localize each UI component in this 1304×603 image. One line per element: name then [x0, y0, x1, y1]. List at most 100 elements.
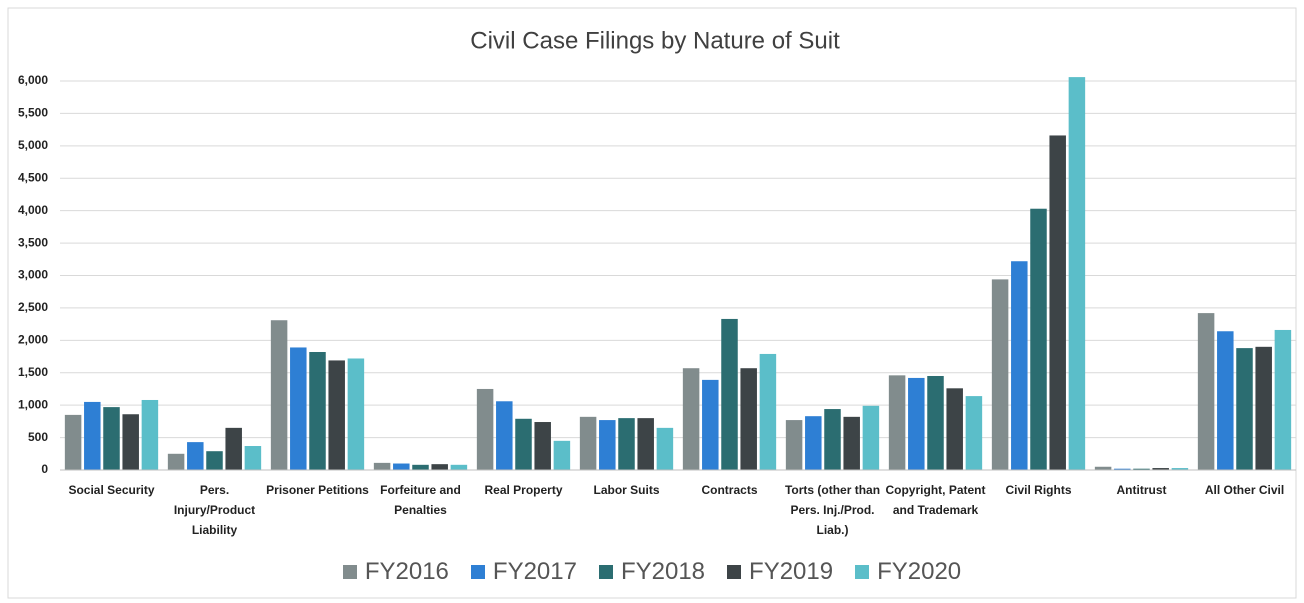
bar: [1217, 331, 1234, 470]
bar: [1094, 466, 1112, 470]
bar: [1197, 313, 1215, 470]
bar: [328, 360, 345, 470]
bar: [122, 414, 139, 470]
bar: [103, 407, 120, 470]
bar: [721, 318, 738, 470]
bar: [1274, 329, 1292, 470]
y-tick-label: 1,500: [18, 365, 48, 379]
bar: [309, 352, 326, 470]
bar: [908, 377, 925, 470]
bar: [702, 379, 719, 470]
bar: [740, 368, 757, 470]
legend-item: FY2020: [855, 558, 961, 586]
bar: [843, 416, 860, 470]
bar: [1152, 468, 1169, 470]
bar: [431, 464, 448, 470]
chart-frame: [7, 7, 1297, 599]
bar: [888, 375, 906, 470]
x-tick-label: Contracts: [701, 483, 758, 497]
bar: [64, 414, 82, 470]
bar: [1068, 77, 1086, 471]
bar: [599, 420, 616, 470]
legend-item: FY2018: [598, 558, 705, 586]
chart-title: Civil Case Filings by Nature of Suit: [470, 27, 840, 54]
bar: [496, 401, 513, 470]
x-tick-label: All Other Civil: [1204, 483, 1285, 497]
bar: [579, 416, 597, 470]
bar: [244, 446, 262, 470]
x-tick-label: Forfeiture and Penalties: [380, 483, 461, 517]
legend-label: FY2020: [877, 558, 962, 585]
bar: [515, 418, 532, 470]
bar: [141, 399, 159, 470]
y-tick-label: 6,000: [18, 73, 48, 87]
bar: [206, 451, 223, 470]
bar: [1030, 208, 1047, 470]
bar: [759, 353, 777, 470]
bar: [393, 463, 410, 470]
bar: [862, 405, 880, 470]
y-tick-label: 5,500: [18, 106, 48, 120]
y-tick-label: 3,500: [18, 235, 48, 249]
bar: [785, 420, 803, 470]
legend-label: FY2017: [492, 558, 577, 585]
y-tick-label: 5,000: [18, 138, 48, 152]
y-tick-label: 2,500: [18, 300, 48, 314]
x-tick-label: Copyright, Patent and Trademark: [885, 483, 986, 517]
y-tick-label: 4,000: [18, 203, 48, 217]
bar: [824, 409, 841, 470]
x-tick-label: Antitrust: [1116, 483, 1167, 497]
x-tick-label: Real Property: [484, 483, 563, 497]
legend-swatch: [470, 565, 485, 579]
y-tick-label: 500: [28, 430, 48, 444]
bar: [534, 422, 551, 470]
bar: [450, 464, 468, 470]
bar: [270, 320, 288, 470]
bar: [373, 462, 391, 470]
bar: [1049, 135, 1066, 470]
bar: [347, 358, 365, 470]
bar: [1236, 348, 1253, 470]
bar: [1114, 468, 1131, 470]
bar: [637, 418, 654, 470]
legend-swatch: [342, 565, 357, 579]
bar: [927, 375, 944, 470]
bar: [187, 442, 204, 470]
bar: [1171, 468, 1189, 470]
legend-swatch: [727, 565, 742, 579]
legend-item: FY2017: [470, 558, 577, 586]
legend: FY2016 FY2017 FY2018 FY2019 FY2020: [0, 558, 1304, 586]
legend-item: FY2019: [727, 558, 833, 586]
bar: [553, 440, 571, 470]
y-tick-label: 2,000: [18, 333, 48, 347]
bar: [225, 427, 242, 470]
bar: [1133, 468, 1150, 470]
legend-swatch: [855, 565, 870, 579]
legend-label: FY2016: [364, 558, 449, 585]
x-tick-label: Social Security: [68, 483, 155, 497]
legend-label: FY2019: [749, 558, 834, 585]
legend-item: FY2016: [342, 558, 449, 586]
x-tick-label: Torts (other than Pers. Inj./Prod. Liab.…: [784, 483, 881, 537]
x-tick-label: Pers. Injury/Product Liability: [173, 483, 256, 537]
y-tick-label: 3,000: [18, 268, 48, 282]
x-tick-label: Labor Suits: [593, 483, 660, 497]
bar: [946, 388, 963, 470]
x-tick-label: Prisoner Petitions: [266, 483, 369, 497]
bar: [476, 388, 494, 470]
y-tick-label: 1,000: [18, 397, 48, 411]
bar: [167, 453, 185, 470]
bar: [965, 396, 983, 470]
y-tick-label: 0: [41, 462, 48, 476]
bar: [991, 279, 1009, 470]
bar: [84, 401, 101, 470]
bar: [1255, 346, 1272, 470]
x-tick-label: Civil Rights: [1005, 483, 1072, 497]
legend-swatch: [598, 565, 613, 579]
bar: [656, 427, 674, 470]
bar: [618, 418, 635, 470]
bar: [1011, 261, 1028, 470]
bar: [805, 416, 822, 470]
